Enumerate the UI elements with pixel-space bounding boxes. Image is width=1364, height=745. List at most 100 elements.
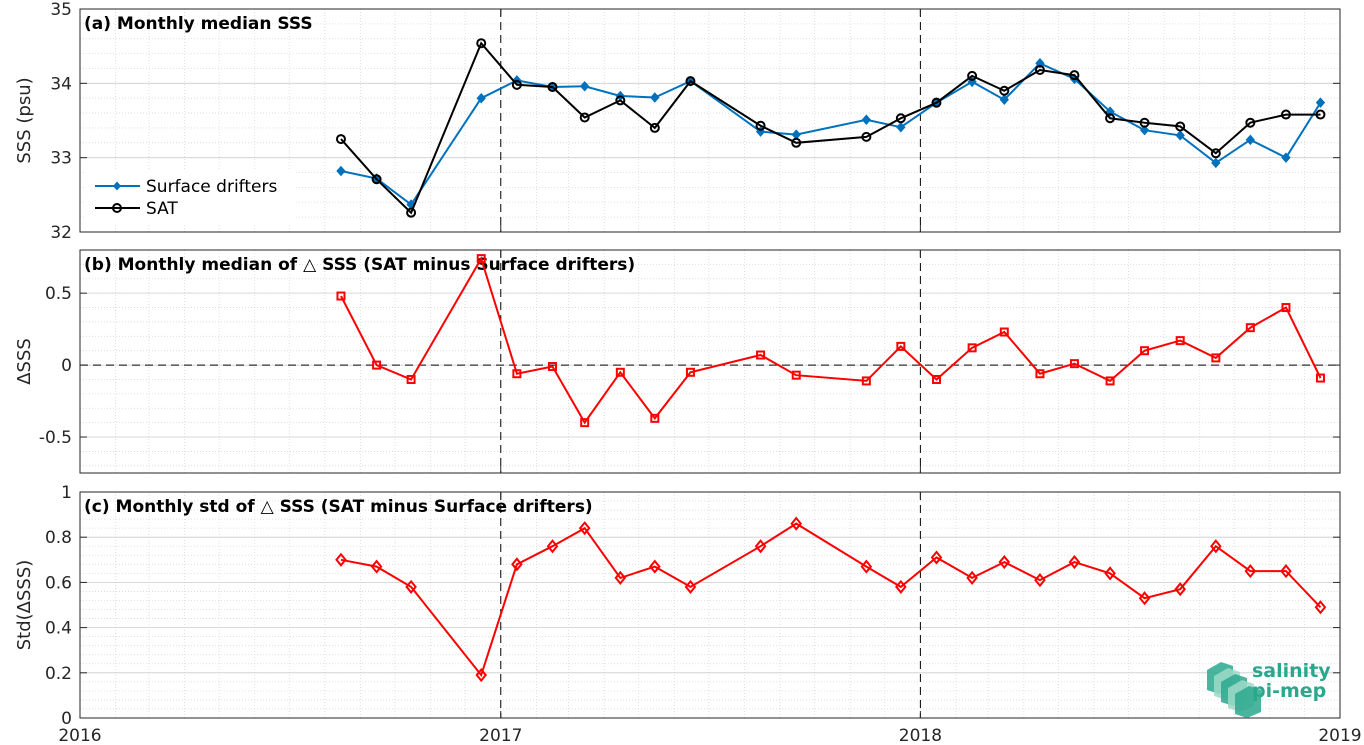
- data-point: [860, 559, 873, 574]
- data-point: [1245, 323, 1255, 333]
- data-point: [406, 207, 417, 218]
- data-point: [1211, 157, 1221, 169]
- data-point: [1068, 554, 1081, 570]
- y-tick-label: 35: [50, 0, 72, 20]
- data-point: [476, 38, 487, 49]
- data-point: [1140, 346, 1150, 356]
- legend-marker: [112, 203, 122, 213]
- data-point: [370, 559, 383, 574]
- data-point: [791, 370, 801, 380]
- series-surface-drifters: [336, 58, 1326, 210]
- data-point: [895, 113, 906, 124]
- data-point: [1280, 109, 1291, 120]
- data-point: [511, 557, 523, 572]
- data-point: [1138, 591, 1151, 606]
- data-point: [685, 76, 696, 87]
- data-point: [1139, 117, 1150, 128]
- data-point: [1315, 109, 1326, 120]
- data-point: [1245, 117, 1256, 128]
- data-point: [999, 85, 1010, 96]
- data-point: [755, 120, 766, 131]
- data-point: [1280, 564, 1292, 579]
- data-point: [791, 137, 802, 148]
- axes-frame: [79, 249, 1341, 474]
- data-point: [1210, 148, 1221, 159]
- legend-item: SAT: [95, 199, 178, 219]
- y-tick-label: 0.4: [45, 619, 72, 639]
- y-tick-label: 0: [61, 356, 72, 376]
- x-tick-label: 2018: [899, 726, 942, 745]
- data-point: [1034, 64, 1045, 75]
- data-point: [1210, 539, 1222, 554]
- data-point: [896, 341, 906, 351]
- y-tick-label: 0: [61, 709, 72, 729]
- data-point: [335, 134, 346, 145]
- data-point: [475, 667, 488, 683]
- data-point: [685, 367, 695, 377]
- data-point: [861, 376, 871, 386]
- y-axis-label: ΔSSS: [14, 338, 35, 385]
- y-tick-label: 32: [50, 223, 72, 243]
- data-point: [967, 343, 977, 353]
- data-point: [614, 570, 627, 585]
- logo-text-line2: pi-mep: [1252, 680, 1326, 702]
- data-point: [335, 552, 347, 567]
- data-point: [650, 92, 660, 103]
- data-point: [1034, 573, 1046, 588]
- data-point: [371, 174, 382, 185]
- data-point: [548, 362, 557, 372]
- series-sat: [335, 38, 1326, 218]
- data-point: [650, 413, 660, 423]
- data-point: [931, 97, 942, 108]
- series-line: [340, 62, 1322, 206]
- axes-frame: [79, 491, 1341, 719]
- panel-b: -0.5 0 0.5 ΔSSS (b) Monthly median of △ SSS …: [14, 249, 1341, 474]
- data-point: [790, 516, 803, 531]
- x-tick-label: 2019: [1318, 726, 1361, 745]
- data-point: [1105, 113, 1116, 124]
- data-point: [1175, 121, 1186, 132]
- data-point: [1035, 369, 1045, 379]
- data-point: [1244, 564, 1257, 579]
- panel-title: (c) Monthly std of △ SSS (SAT minus Surf…: [84, 497, 593, 517]
- data-point: [1069, 359, 1079, 369]
- data-point: [1104, 566, 1116, 581]
- y-tick-label: 0.8: [45, 528, 72, 548]
- y-tick-label: 0.6: [45, 573, 72, 593]
- series-line: [340, 256, 1322, 425]
- data-point: [998, 554, 1011, 570]
- data-point: [1314, 600, 1327, 615]
- data-point: [336, 291, 346, 301]
- panel-title: (b) Monthly median of △ SSS (SAT minus S…: [84, 255, 635, 275]
- logo-layer: [1235, 686, 1261, 718]
- logo-mark-icon: [1207, 662, 1261, 718]
- data-point: [1245, 134, 1255, 146]
- data-point: [1281, 152, 1291, 163]
- data-point: [861, 114, 872, 126]
- axes-frame: [79, 8, 1341, 233]
- data-point: [476, 254, 486, 264]
- y-axis-label: Std(ΔSSS): [14, 560, 35, 651]
- x-axis-tick-labels: 2016 2017 2018 2019: [58, 726, 1361, 745]
- series-delta: [336, 254, 1325, 428]
- panel-a: 32 33 34 35 SSS (psu) (a) Monthly median SSS S…: [14, 0, 1341, 243]
- legend-label: SAT: [146, 199, 178, 219]
- legend-box: [86, 170, 294, 224]
- data-point: [615, 95, 626, 106]
- data-point: [406, 374, 416, 384]
- y-tick-label: 1: [61, 483, 72, 503]
- series-delta: [335, 516, 1327, 683]
- y-tick-label: 33: [50, 149, 72, 169]
- legend-item: Surface drifters: [95, 177, 277, 197]
- data-point: [579, 112, 590, 123]
- data-point: [1069, 70, 1080, 81]
- data-point: [578, 521, 591, 536]
- data-point: [1281, 303, 1291, 313]
- legend-label: Surface drifters: [146, 177, 277, 197]
- series-line: [340, 522, 1322, 678]
- data-point: [756, 350, 766, 360]
- data-point: [1174, 582, 1186, 597]
